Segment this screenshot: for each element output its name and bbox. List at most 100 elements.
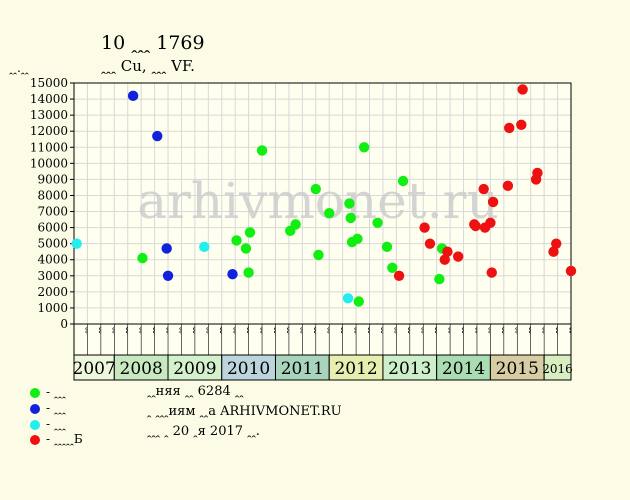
y-axis-unit: ꞈꞈ.ꞈꞈ	[9, 61, 29, 75]
data-point	[470, 220, 481, 232]
note-date: ꞈꞈꞈ ꞈ 20 ꞈя 2017 ꞈꞈ.	[147, 424, 260, 439]
y-tick-label: 12000	[30, 124, 68, 138]
data-point	[344, 198, 355, 209]
data-point	[127, 90, 139, 102]
note-source: ꞈ ꞈꞈꞈиям ꞈꞈа ARHIVMONET.RU	[147, 404, 342, 419]
year-band-2007	[73, 354, 115, 381]
month-label: ꞈꞈ	[319, 326, 330, 333]
year-band-2010	[221, 354, 276, 381]
data-point	[310, 183, 321, 195]
year-label: 2015	[496, 359, 539, 379]
month-label: ꞈꞈ	[157, 326, 168, 333]
data-point	[442, 246, 453, 257]
y-tick-label: 13000	[30, 108, 68, 122]
chart-title: 10 ꞈꞈꞈ 1769	[101, 32, 205, 54]
month-label: ꞈꞈ	[345, 326, 356, 333]
legend-item-red: - ꞈꞈꞈꞈꞈБ	[30, 432, 83, 447]
y-tick-label: 11000	[30, 140, 68, 154]
price-scatter-chart: 0 1000 2000 3000 4000 5000 6000 7000 8000 9000 100…	[30, 76, 577, 381]
y-tick-label: 3000	[37, 269, 68, 283]
month-label: ꞈꞈ	[265, 326, 276, 333]
month-label: ꞈꞈ	[547, 326, 558, 333]
data-point	[439, 254, 450, 265]
year-label: 2012	[334, 359, 377, 379]
year-label: 2014	[442, 359, 485, 379]
y-tick-label: 8000	[37, 188, 68, 202]
month-label: ꞈꞈ	[399, 326, 410, 333]
data-point	[240, 243, 252, 254]
y-tick-label: 14000	[30, 92, 68, 106]
month-label: ꞈꞈ	[292, 326, 303, 333]
y-tick-label: 7000	[37, 205, 68, 219]
legend-green-dot	[30, 387, 40, 398]
legend-red-dot	[30, 434, 40, 445]
year-band-2012	[328, 354, 384, 381]
month-label: ꞈꞈ	[251, 326, 262, 333]
year-band-2016	[543, 354, 572, 381]
data-point	[424, 238, 436, 249]
legend-label-blue: - ꞈꞈꞈ	[46, 401, 66, 415]
y-tick-label: 9000	[37, 172, 68, 186]
y-tick-label: 10000	[30, 156, 68, 170]
legend-label-cyan: - ꞈꞈꞈ	[46, 417, 66, 431]
month-label: ꞈꞈ	[144, 326, 155, 333]
data-point	[372, 217, 383, 228]
data-point	[517, 84, 528, 95]
month-label: ꞈꞈ	[493, 326, 504, 333]
data-point	[397, 175, 409, 187]
year-band-2015	[489, 354, 545, 381]
y-tick-label: 6000	[37, 221, 68, 235]
data-point	[381, 241, 393, 253]
data-point	[342, 293, 354, 304]
month-label: ꞈꞈ	[184, 326, 195, 333]
month-label: ꞈꞈ	[77, 326, 88, 333]
data-point	[324, 207, 335, 219]
data-point	[548, 246, 559, 257]
month-label: ꞈꞈ	[332, 326, 343, 333]
data-point	[551, 238, 562, 249]
year-label: 2009	[173, 359, 216, 379]
data-point	[532, 167, 543, 179]
year-label: 2013	[388, 359, 431, 379]
month-label: ꞈꞈ	[520, 326, 531, 333]
legend-blue-dot	[30, 403, 40, 414]
data-point	[227, 268, 238, 280]
data-point	[161, 243, 172, 254]
data-point	[387, 262, 398, 273]
data-point	[71, 238, 82, 249]
month-label: ꞈꞈ	[238, 326, 249, 333]
month-label: ꞈꞈ	[90, 326, 101, 333]
data-point	[487, 196, 499, 208]
y-tick-label: 15000	[30, 76, 68, 90]
data-point	[353, 296, 364, 307]
month-label: ꞈꞈ	[507, 326, 518, 333]
year-band-2011	[274, 354, 330, 381]
legend-item-blue: - ꞈꞈꞈ	[30, 401, 66, 416]
year-label: 2007	[73, 359, 116, 379]
data-point	[352, 233, 363, 245]
month-label: ꞈꞈ	[359, 326, 370, 333]
y-tick-label: 5000	[37, 237, 68, 251]
month-label: ꞈꞈ	[224, 326, 235, 333]
month-label: ꞈꞈ	[104, 326, 115, 333]
legend-label-red: - ꞈꞈꞈꞈꞈБ	[46, 432, 83, 446]
month-label: ꞈꞈ	[211, 326, 222, 333]
month-label: ꞈꞈ	[278, 326, 289, 333]
data-point	[244, 227, 256, 238]
data-point	[434, 273, 445, 285]
data-point	[502, 180, 514, 192]
year-label: 2011	[281, 359, 324, 379]
month-label: ꞈꞈ	[453, 326, 464, 333]
month-label: ꞈꞈ	[439, 326, 450, 333]
data-point	[504, 122, 515, 134]
data-point	[162, 270, 174, 281]
data-point	[478, 183, 489, 195]
chart-subtitle: ꞈꞈꞈ Cu, ꞈꞈꞈ VF.	[101, 57, 195, 75]
data-point	[345, 212, 356, 224]
year-label: 2010	[227, 359, 270, 379]
data-point	[231, 235, 242, 246]
data-point	[393, 270, 405, 281]
month-label: ꞈꞈ	[426, 326, 437, 333]
data-point	[452, 251, 464, 262]
data-point	[290, 219, 301, 230]
